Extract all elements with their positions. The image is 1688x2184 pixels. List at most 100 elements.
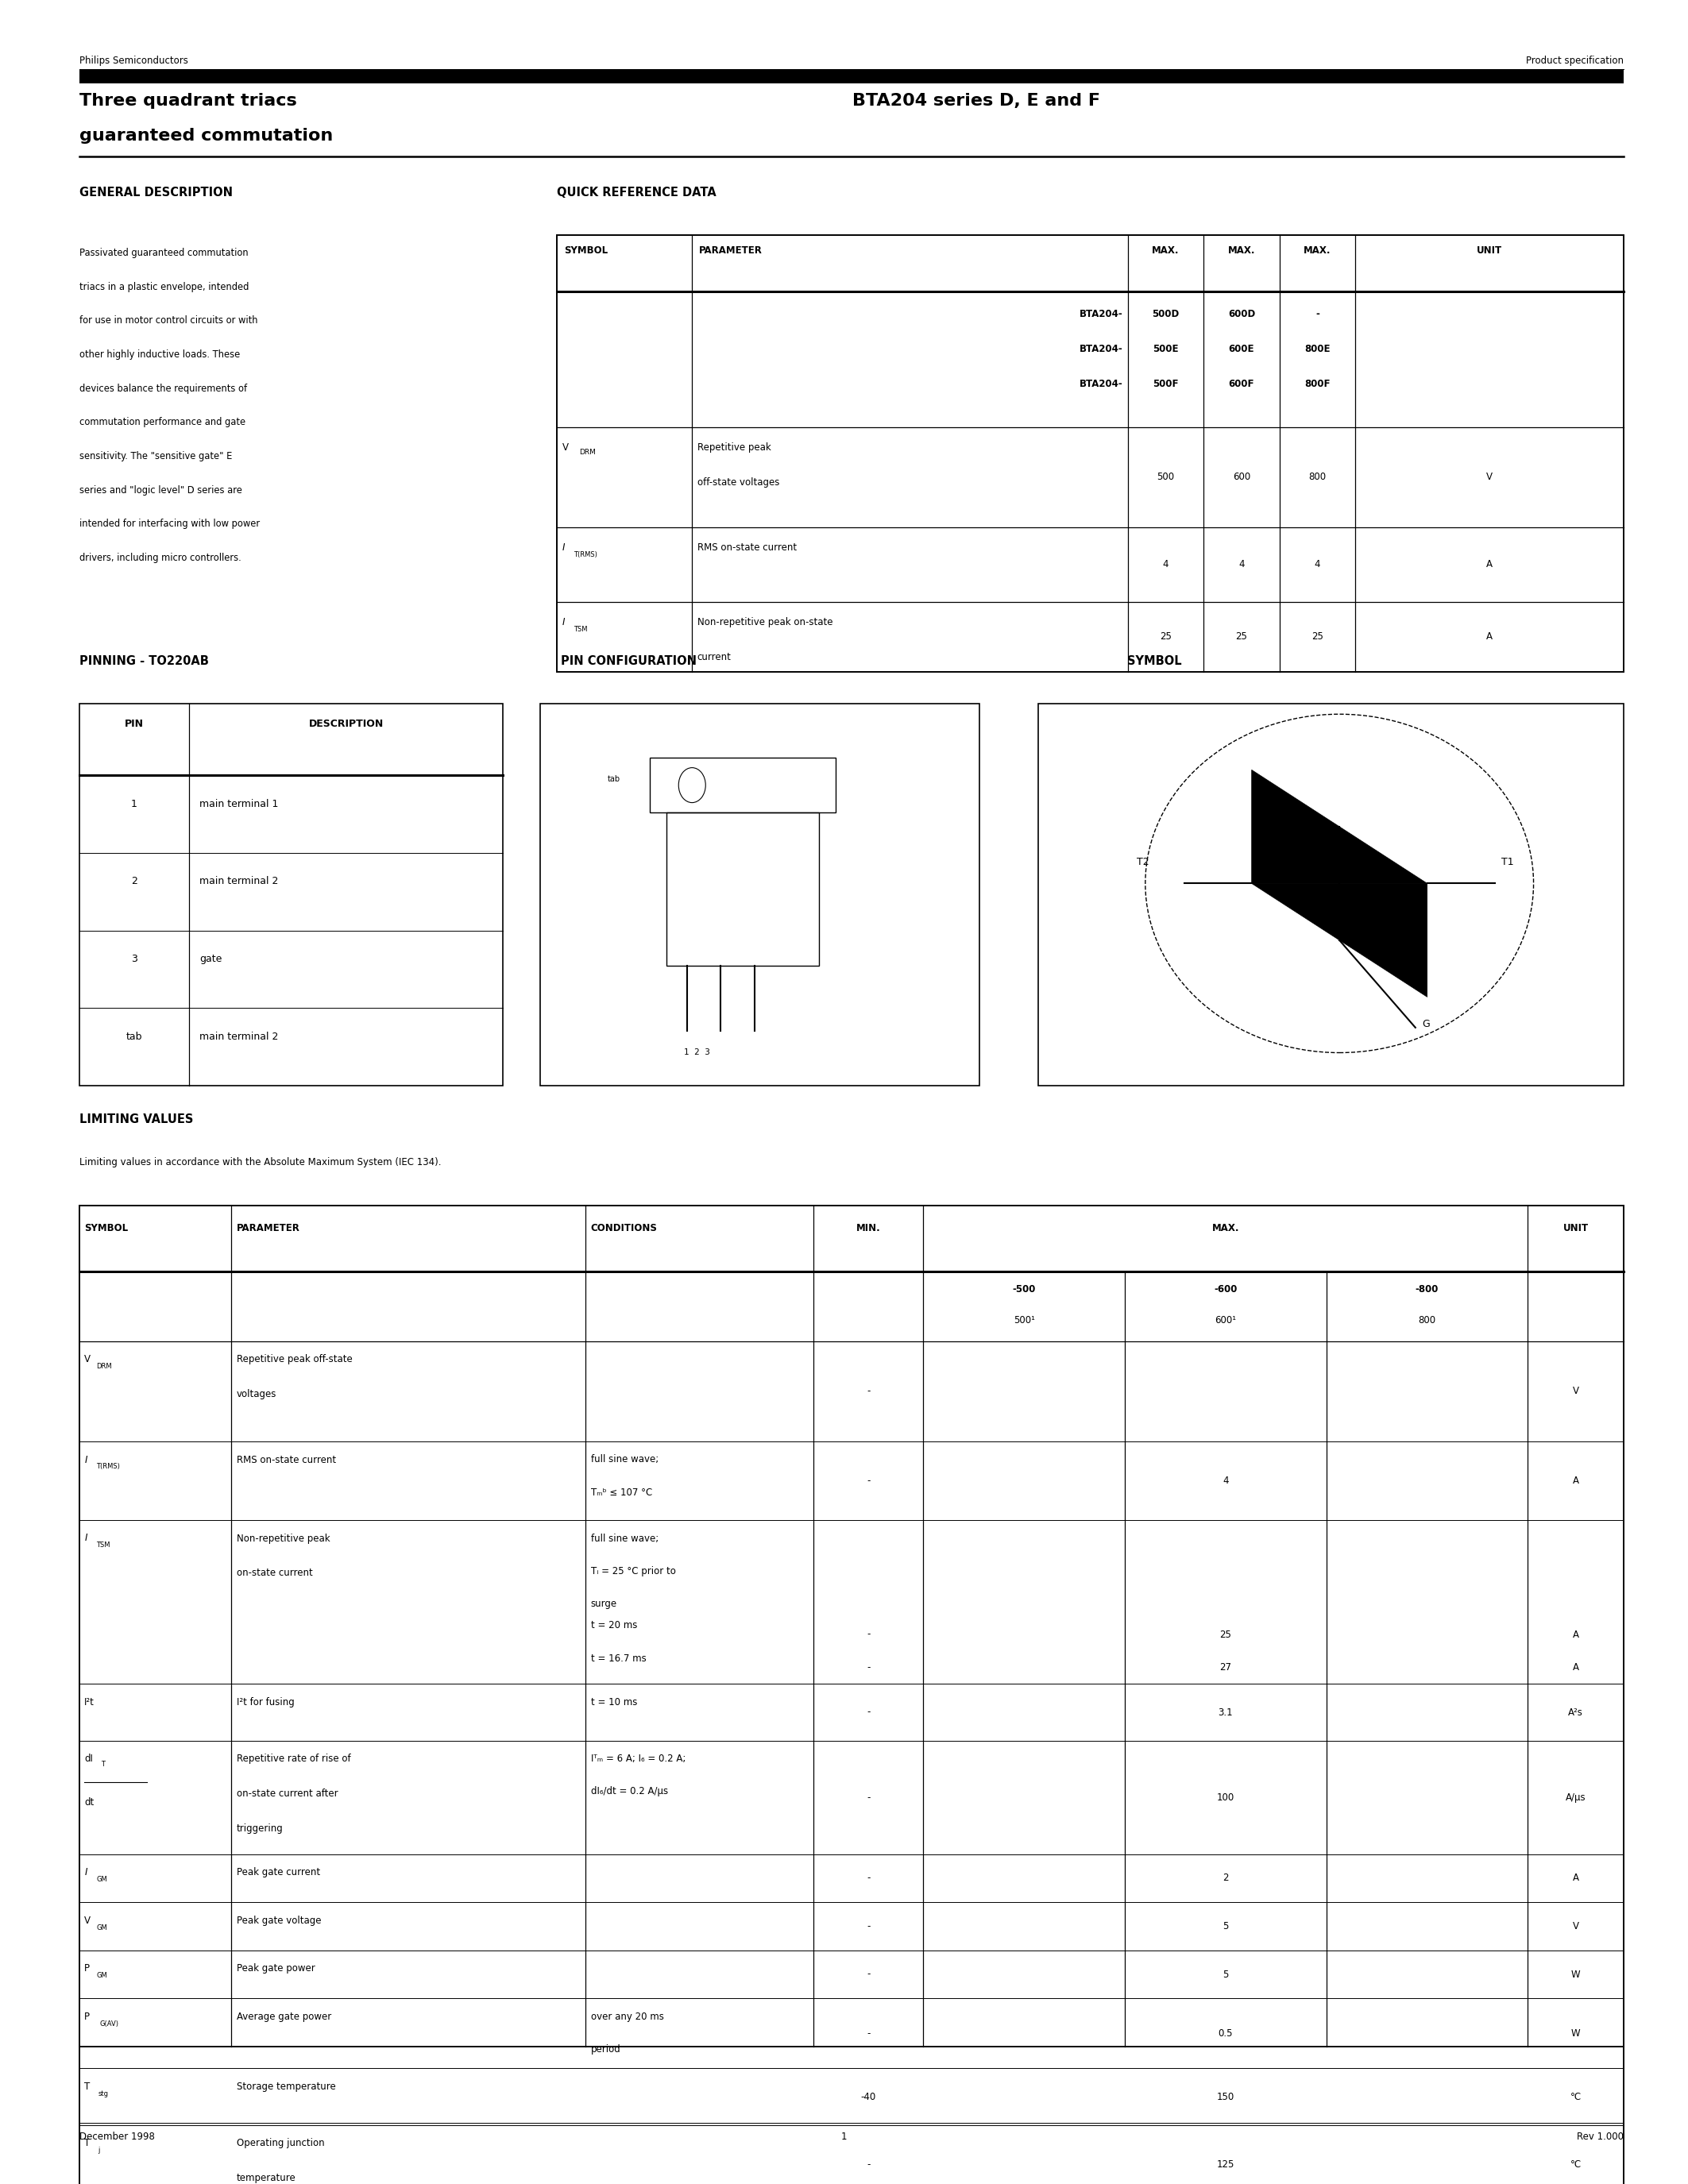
Text: SYMBOL: SYMBOL [84,1223,128,1234]
Text: 4: 4 [1315,559,1320,570]
Text: A: A [1573,1662,1578,1673]
Text: W: W [1572,2029,1580,2038]
Text: A/μs: A/μs [1565,1793,1587,1802]
Bar [540,703,979,1085]
Text: -: - [866,2160,871,2169]
Text: intended for interfacing with low power: intended for interfacing with low power [79,520,260,529]
Text: Repetitive rate of rise of: Repetitive rate of rise of [236,1754,351,1765]
Text: -600: -600 [1214,1284,1237,1295]
Text: over any 20 ms: over any 20 ms [591,2011,663,2022]
Text: triggering: triggering [236,1824,284,1835]
Text: 3.1: 3.1 [1219,1708,1232,1717]
Text: T(RMS): T(RMS) [96,1463,120,1470]
Text: 25: 25 [1312,631,1323,642]
Text: I: I [562,544,565,553]
Text: 4: 4 [1239,559,1244,570]
Text: UNIT: UNIT [1477,247,1502,256]
Text: -800: -800 [1415,1284,1438,1295]
Text: surge: surge [591,1599,618,1610]
Text: dI: dI [84,1754,93,1765]
Text: PARAMETER: PARAMETER [236,1223,300,1234]
Text: Product specification: Product specification [1526,57,1624,66]
Text: 600F: 600F [1229,380,1254,389]
Text: t = 16.7 ms: t = 16.7 ms [591,1653,647,1664]
Text: Operating junction: Operating junction [236,2138,324,2149]
Text: 2: 2 [132,876,137,887]
Text: -: - [866,1970,871,1979]
Text: -40: -40 [861,2092,876,2101]
Text: A: A [1487,631,1492,642]
Text: GM: GM [96,1972,106,1979]
Text: V: V [84,1915,91,1926]
Text: for use in motor control circuits or with: for use in motor control circuits or wit… [79,317,258,325]
Text: 500¹: 500¹ [1013,1315,1035,1326]
Text: T(RMS): T(RMS) [574,553,598,559]
Text: 600D: 600D [1227,310,1256,319]
Text: Three quadrant triacs: Three quadrant triacs [79,94,297,109]
Text: 500: 500 [1156,472,1175,483]
Text: T: T [84,2138,89,2149]
Text: 2: 2 [1222,1874,1229,1883]
Text: A: A [1573,1874,1578,1883]
Text: GM: GM [96,1924,106,1931]
Text: DRM: DRM [579,450,596,456]
Text: G(AV): G(AV) [100,2020,118,2027]
Text: period: period [591,2044,621,2055]
Text: DRM: DRM [96,1363,111,1369]
Text: -: - [866,1922,871,1931]
Text: -: - [866,2029,871,2038]
Text: V: V [562,441,569,452]
Text: LIMITING VALUES: LIMITING VALUES [79,1114,192,1125]
Polygon shape [1251,885,1428,998]
Text: °C: °C [1570,2092,1582,2101]
Text: T: T [101,1760,105,1767]
Text: T: T [84,2081,89,2092]
Text: Philips Semiconductors: Philips Semiconductors [79,57,187,66]
Text: gate: gate [199,954,221,963]
Text: V: V [1573,1387,1578,1396]
Bar [79,703,503,1085]
Text: series and "logic level" D series are: series and "logic level" D series are [79,485,241,496]
Text: voltages: voltages [236,1389,277,1400]
Text: Tᵢ = 25 °C prior to: Tᵢ = 25 °C prior to [591,1566,675,1577]
Text: full sine wave;: full sine wave; [591,1533,658,1544]
Text: 500E: 500E [1153,345,1178,354]
Text: 800: 800 [1308,472,1327,483]
Text: full sine wave;: full sine wave; [591,1455,658,1465]
Text: -: - [866,1793,871,1802]
Text: I²t for fusing: I²t for fusing [236,1697,294,1708]
Text: SYMBOL: SYMBOL [564,247,608,256]
Text: TSM: TSM [574,627,587,633]
Bar [1038,703,1624,1085]
Text: I: I [562,618,565,627]
Text: 600: 600 [1232,472,1251,483]
Polygon shape [1251,771,1428,885]
Text: 4: 4 [1222,1476,1229,1485]
Text: -500: -500 [1013,1284,1036,1295]
Text: 5: 5 [1222,1922,1229,1931]
Text: V: V [1487,472,1492,483]
Text: 1  2  3: 1 2 3 [684,1048,709,1057]
Text: main terminal 2: main terminal 2 [199,1031,279,1042]
Text: I²t: I²t [84,1697,95,1708]
Text: temperature: temperature [236,2173,295,2184]
Bar [79,1206,1624,2184]
Text: BTA204 series D, E and F: BTA204 series D, E and F [852,94,1101,109]
Text: 27: 27 [1219,1662,1232,1673]
Text: stg: stg [98,2090,108,2097]
Text: t = 10 ms: t = 10 ms [591,1697,636,1708]
Text: main terminal 1: main terminal 1 [199,799,279,808]
Text: A: A [1573,1476,1578,1485]
Text: -: - [866,1629,871,1640]
Text: MIN.: MIN. [856,1223,881,1234]
Text: BTA204-: BTA204- [1079,380,1123,389]
Text: GM: GM [96,1876,106,1883]
Bar [79,1206,1624,2046]
Text: Iᵀₘ = 6 A; I₆ = 0.2 A;: Iᵀₘ = 6 A; I₆ = 0.2 A; [591,1754,685,1765]
Text: Average gate power: Average gate power [236,2011,331,2022]
Text: I: I [84,1455,88,1465]
Text: Peak gate power: Peak gate power [236,1963,314,1974]
Text: PIN CONFIGURATION: PIN CONFIGURATION [560,655,695,666]
Text: PARAMETER: PARAMETER [699,247,763,256]
Text: Repetitive peak off-state: Repetitive peak off-state [236,1354,353,1365]
